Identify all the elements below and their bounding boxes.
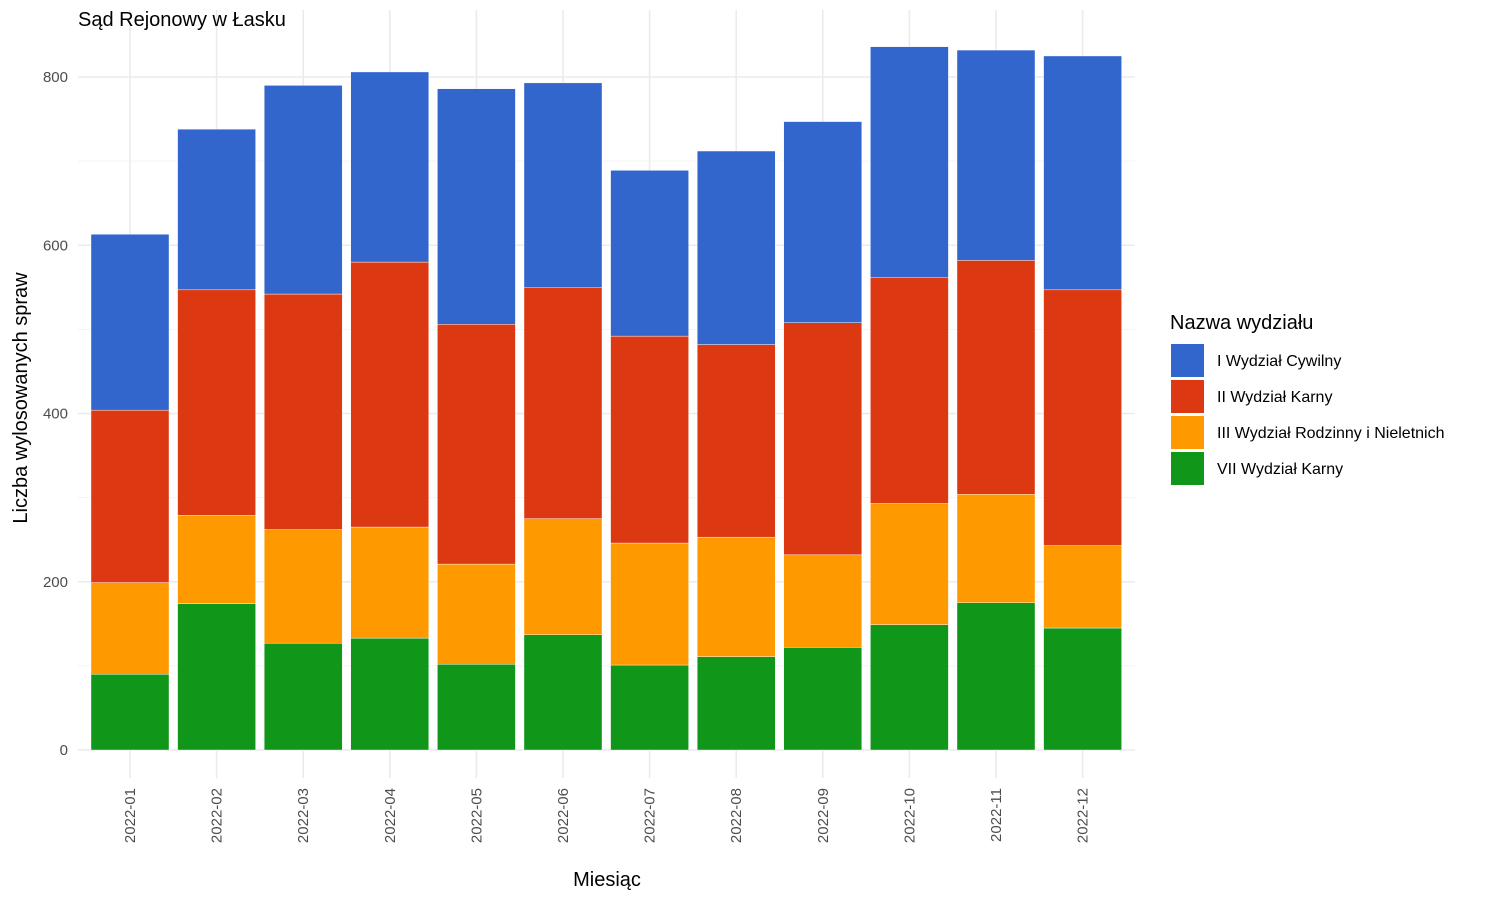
legend-key [1171,452,1204,485]
y-tick-label: 200 [43,574,68,591]
y-tick-label: 800 [43,69,68,86]
bar-segment [697,656,776,751]
bar-segment [350,526,429,639]
x-tick-label: 2022-10 [901,788,918,843]
legend-key [1171,344,1204,377]
legend-key [1171,380,1204,413]
bar-segment [870,624,949,751]
bar-segment [177,289,256,516]
bar-segment [437,88,516,325]
bar-segment [610,664,689,751]
bar-segment [90,674,170,751]
chart-title: Sąd Rejonowy w Łasku [78,9,286,31]
bar-segment [350,71,429,263]
legend-title: Nazwa wydziału [1170,312,1313,334]
bar-segment [523,287,603,519]
bar-segment [697,150,776,345]
bar-segment [1043,545,1122,629]
bar-segment [264,293,343,530]
legend-label: VII Wydział Karny [1217,461,1343,478]
bar-segment [264,529,343,644]
bar-segment [956,602,1036,751]
bar-segment [437,563,516,665]
bar-segment [90,582,170,675]
x-tick-label: 2022-03 [295,788,312,843]
bar-segment [1043,627,1122,751]
x-tick-label: 2022-05 [468,788,485,843]
bar-segment [870,277,949,504]
x-tick-label: 2022-07 [642,788,659,843]
x-tick-label: 2022-11 [988,788,1005,842]
bar-segment [610,335,689,544]
x-tick-label: 2022-08 [728,788,745,843]
y-tick-label: 600 [43,237,68,254]
y-axis-title: Liczba wylosowanych spraw [10,272,32,524]
legend: Nazwa wydziału I Wydział Cywilny II Wydzi… [1170,312,1445,485]
bar-segment [437,324,516,565]
bar-segment [177,603,256,751]
bar-segment [1043,55,1122,291]
bar-segment [956,494,1036,603]
x-tick-label: 2022-01 [122,788,139,843]
bar-segment [783,554,862,648]
legend-label: II Wydział Karny [1217,389,1332,406]
legend-key [1171,416,1204,449]
bar-segment [610,170,689,337]
bar-segment [956,260,1036,495]
bar-segment [956,49,1036,261]
bar-segment [783,121,862,323]
x-tick-label: 2022-06 [555,788,572,843]
y-tick-label: 0 [60,742,68,759]
bar-segment [697,344,776,538]
bar-segment [523,518,603,635]
bar-segment [350,637,429,751]
legend-label: III Wydział Rodzinny i Nieletnich [1217,425,1445,442]
bar-segment [437,663,516,751]
y-axis-ticks: 0 200 400 600 800 [43,69,68,759]
legend-label: I Wydział Cywilny [1217,353,1341,370]
bar-segment [697,536,776,657]
bar-segment [870,503,949,625]
bar-segment [610,542,689,666]
x-axis-ticks: 2022-01 2022-02 2022-03 2022-04 2022-05 2022-… [122,788,1092,843]
bar-segment [523,634,603,751]
bar-segment [90,409,170,583]
y-tick-label: 400 [43,406,68,423]
bar-segment [177,128,256,291]
bar-segment [350,261,429,528]
bar-segment [90,234,170,411]
bar-segment [783,647,862,751]
x-tick-label: 2022-04 [382,788,399,843]
bar-segment [523,82,603,288]
bar-segment [177,515,256,604]
bar-segment [783,322,862,556]
bar-segment [1043,289,1122,546]
x-tick-label: 2022-09 [815,788,832,843]
x-axis-title: Miesiąc [573,869,641,891]
bar-segment [264,642,343,751]
bars [90,46,1122,751]
bar-segment [264,85,343,295]
bar-segment [870,46,949,278]
x-tick-label: 2022-02 [209,788,226,843]
x-tick-label: 2022-12 [1075,788,1092,843]
